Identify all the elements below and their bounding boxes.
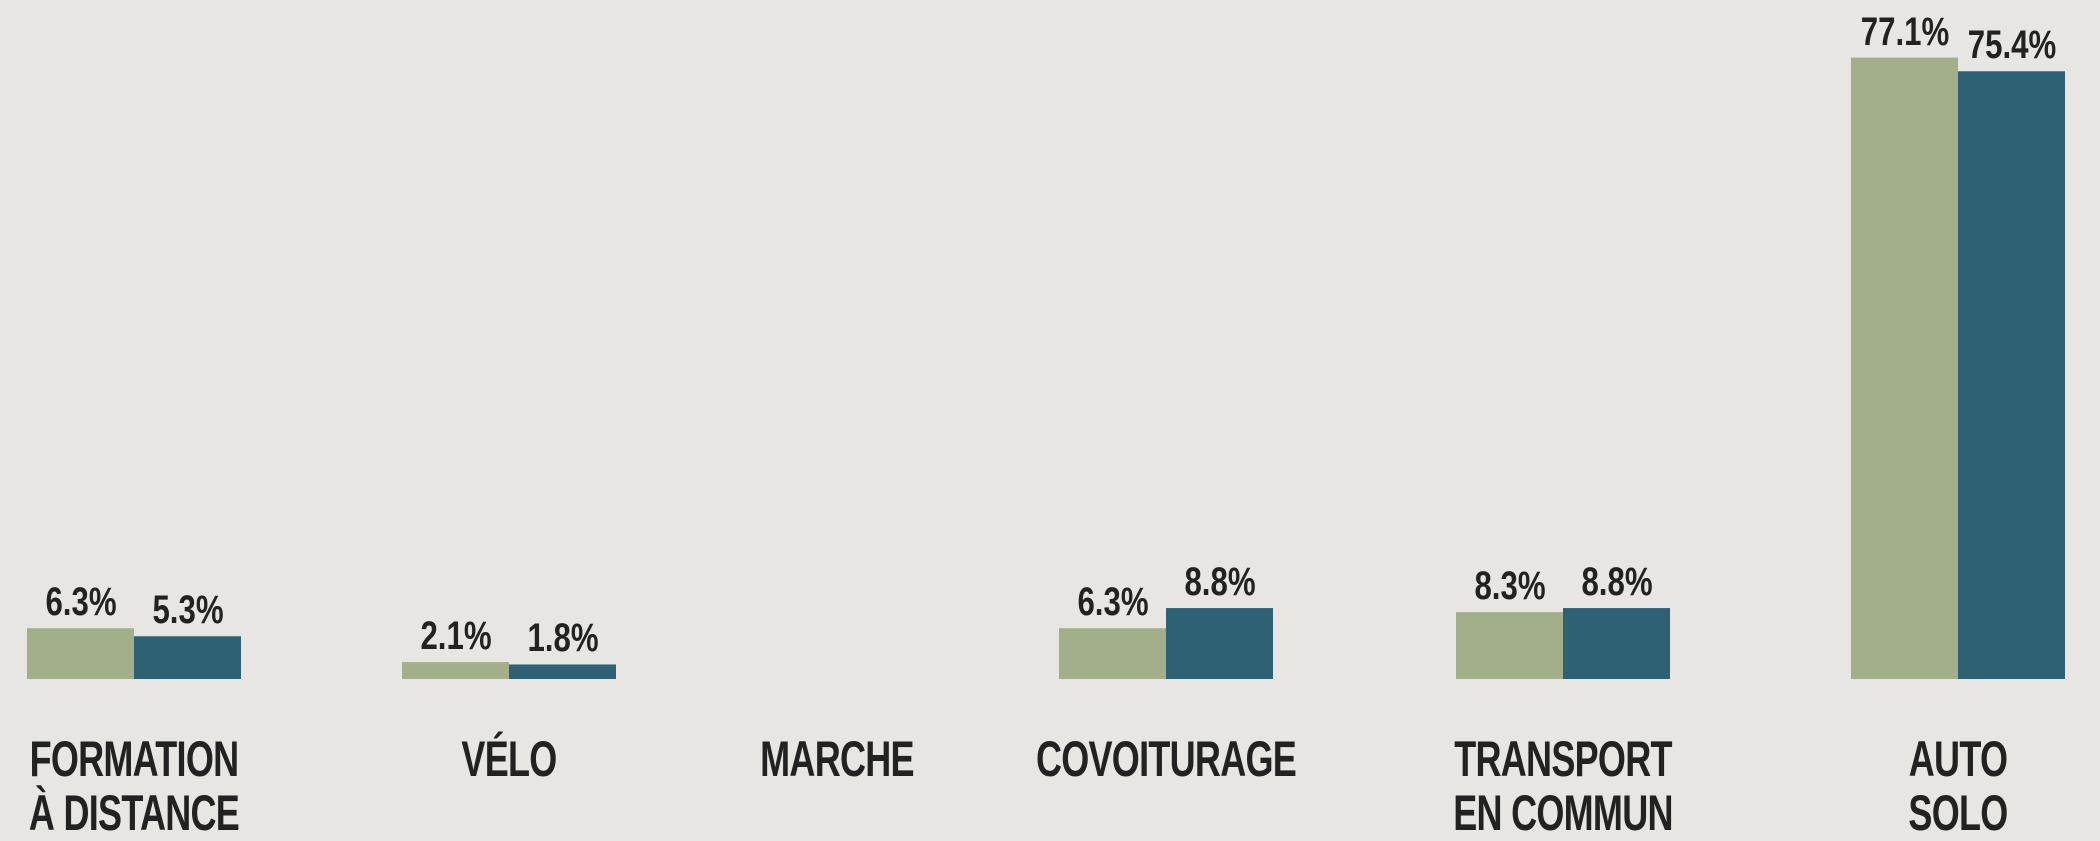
x-tick-label: COVOITURAGE bbox=[1035, 731, 1297, 787]
data-label: 5.3% bbox=[151, 588, 224, 633]
bar bbox=[1563, 608, 1670, 679]
x-tick-label: MARCHE bbox=[760, 731, 914, 787]
bar bbox=[27, 628, 134, 679]
data-label: 8.8% bbox=[1580, 560, 1653, 605]
bar bbox=[402, 662, 509, 679]
data-label: 6.3% bbox=[1076, 580, 1149, 625]
bar bbox=[1456, 612, 1563, 679]
bar bbox=[1059, 628, 1166, 679]
x-tick-label: FORMATION À DISTANCE bbox=[28, 731, 240, 841]
data-label: 75.4% bbox=[1967, 23, 2056, 68]
bar bbox=[1958, 71, 2065, 679]
x-tick-label: VÉLO bbox=[461, 731, 557, 787]
bar bbox=[509, 664, 616, 679]
x-tick-label: AUTO SOLO bbox=[1908, 731, 2008, 841]
data-label: 8.3% bbox=[1473, 564, 1546, 609]
x-tick-label: TRANSPORT EN COMMUN bbox=[1453, 731, 1673, 841]
bar bbox=[134, 636, 241, 679]
data-label: 2.1% bbox=[419, 614, 492, 659]
data-label: 8.8% bbox=[1183, 560, 1256, 605]
data-label: 6.3% bbox=[44, 580, 117, 625]
bar bbox=[1166, 608, 1273, 679]
data-label: 1.8% bbox=[526, 616, 599, 661]
data-label: 77.1% bbox=[1860, 9, 1949, 54]
bar bbox=[1851, 57, 1958, 680]
